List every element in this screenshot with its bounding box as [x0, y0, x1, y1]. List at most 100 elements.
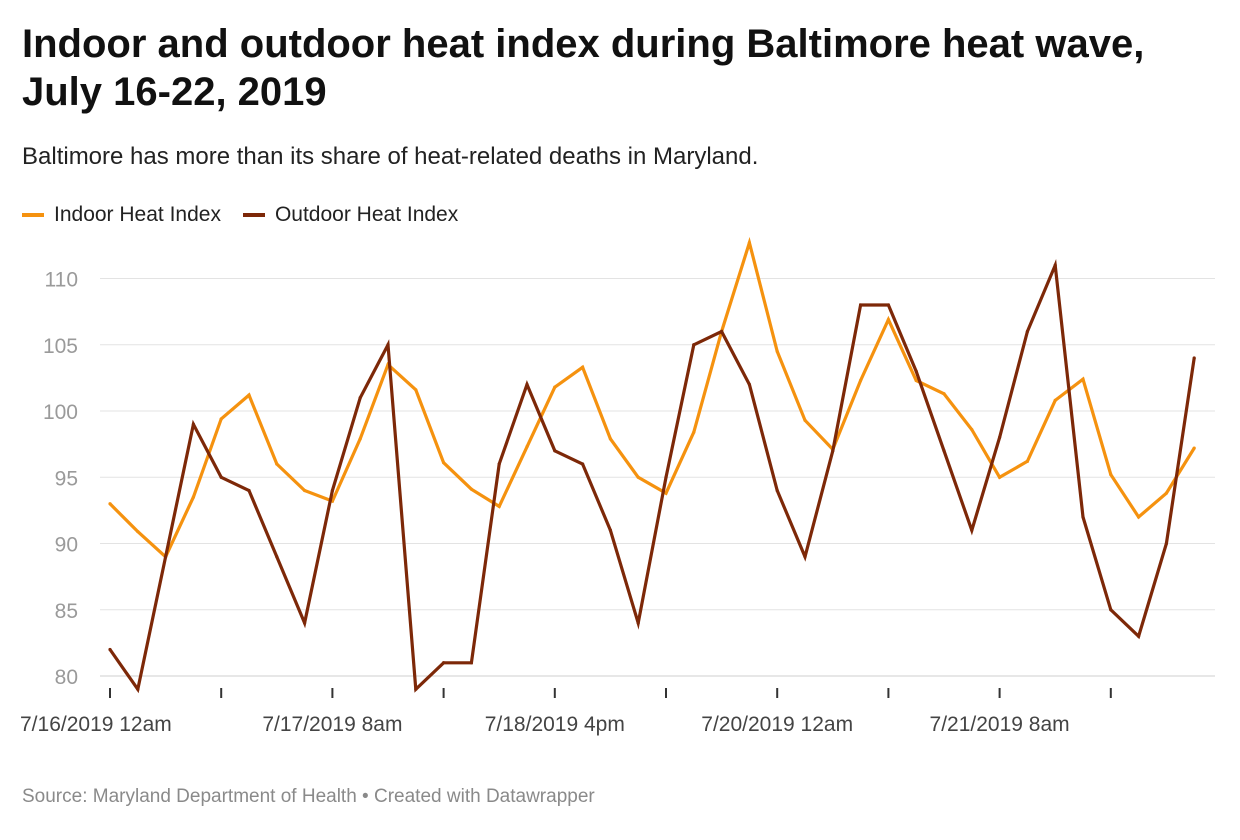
indoor-data-point: [886, 317, 891, 322]
outdoor-data-point: [108, 647, 112, 652]
x-tick-label: 7/16/2019 12am: [20, 713, 172, 736]
indoor-data-point: [1053, 398, 1057, 402]
credit-text: Created with Datawrapper: [374, 786, 595, 807]
indoor-data-point: [914, 378, 918, 383]
indoor-data-point: [692, 430, 696, 434]
x-axis: 7/16/2019 12am 7/17/2019 8am 7/18/2019 4pm…: [20, 688, 1112, 736]
indoor-data-point: [219, 417, 223, 421]
y-axis: 80 85 90 95 100 105 110: [43, 269, 78, 690]
outdoor-data-point: [970, 528, 974, 532]
x-tick-label: 7/21/2019 8am: [930, 713, 1070, 736]
indoor-data-point: [136, 529, 140, 534]
x-tick-label: 7/17/2019 8am: [262, 713, 402, 736]
outdoor-data-point: [942, 449, 946, 453]
outdoor-data-point: [497, 462, 501, 466]
indoor-data-point: [1025, 459, 1029, 463]
outdoor-data-point: [442, 661, 446, 665]
outdoor-data-point: [803, 555, 807, 559]
outdoor-data-point: [636, 621, 640, 625]
indoor-data-point: [1192, 446, 1196, 450]
outdoor-data-point: [330, 488, 334, 493]
indoor-data-point: [497, 504, 501, 508]
outdoor-data-point: [998, 435, 1002, 440]
outdoor-data-point: [164, 555, 168, 559]
outdoor-data-point: [247, 488, 251, 493]
source-text: Source: Maryland Department of Health: [22, 786, 357, 807]
outdoor-data-point: [720, 329, 724, 334]
outdoor-data-point: [1081, 515, 1085, 519]
indoor-data-point: [525, 445, 529, 449]
y-tick-label: 110: [45, 269, 78, 292]
y-tick-label: 100: [43, 401, 78, 424]
outdoor-data-point: [1137, 634, 1141, 638]
indoor-data-point: [636, 475, 640, 479]
outdoor-data-point: [1025, 329, 1029, 334]
outdoor-data-point: [414, 687, 418, 691]
outdoor-data-point: [886, 303, 891, 307]
y-tick-label: 95: [55, 467, 78, 490]
outdoor-data-point: [191, 422, 195, 426]
indoor-data-point: [1164, 491, 1168, 495]
indoor-data-point: [247, 393, 251, 397]
footer-separator: •: [356, 786, 374, 807]
legend-item-outdoor: Outdoor Heat Index: [242, 203, 459, 227]
indoor-data-point: [1109, 473, 1113, 477]
indoor-data-point: [998, 475, 1002, 479]
y-tick-label: 105: [43, 335, 78, 358]
indoor-data-point: [469, 487, 473, 491]
gridlines: [100, 278, 1215, 677]
indoor-data-point: [747, 241, 752, 245]
series-lines: [108, 236, 1196, 694]
indoor-data-point: [1081, 377, 1085, 381]
y-tick-label: 85: [55, 600, 78, 623]
outdoor-data-point: [747, 382, 752, 387]
indoor-data-point: [608, 437, 613, 441]
outdoor-data-point: [525, 382, 529, 387]
indoor-data-point: [358, 437, 362, 441]
outdoor-data-point: [219, 475, 223, 479]
indoor-data-point: [191, 495, 195, 499]
outdoor-data-point: [1164, 541, 1168, 546]
outdoor-data-point: [608, 528, 613, 532]
legend-label-outdoor: Outdoor Heat Index: [274, 203, 459, 226]
indoor-heat-index-line: [108, 236, 1196, 560]
legend-label-indoor: Indoor Heat Index: [54, 203, 221, 226]
indoor-data-point: [108, 502, 112, 506]
legend: Indoor Heat Index Outdoor Heat Index: [22, 203, 480, 227]
outdoor-data-point: [1053, 263, 1057, 267]
indoor-data-point: [859, 378, 863, 383]
chart-subtitle: Baltimore has more than its share of hea…: [22, 143, 759, 170]
legend-swatch-outdoor: [242, 213, 265, 217]
outdoor-data-point: [1109, 608, 1113, 612]
outdoor-data-point: [469, 661, 473, 665]
indoor-data-point: [1137, 515, 1141, 519]
outdoor-data-point: [775, 488, 779, 493]
outdoor-data-point: [859, 303, 863, 307]
indoor-data-point: [442, 461, 446, 465]
indoor-data-point: [775, 349, 779, 353]
indoor-data-point: [303, 488, 307, 493]
y-tick-label: 80: [55, 666, 78, 689]
legend-swatch-indoor: [22, 213, 44, 217]
outdoor-data-point: [914, 369, 918, 373]
outdoor-data-point: [1192, 356, 1196, 360]
outdoor-data-point: [303, 621, 307, 625]
outdoor-data-point: [831, 449, 835, 453]
outdoor-data-point: [386, 343, 390, 347]
outdoor-data-point: [358, 396, 362, 400]
indoor-data-point: [970, 427, 974, 432]
indoor-data-point: [414, 388, 418, 392]
y-tick-label: 90: [55, 534, 78, 557]
indoor-data-point: [942, 392, 946, 396]
outdoor-data-point: [692, 343, 696, 347]
chart-title: Indoor and outdoor heat index during Bal…: [22, 22, 1145, 114]
outdoor-data-point: [275, 555, 279, 559]
legend-item-indoor: Indoor Heat Index: [22, 203, 221, 227]
outdoor-data-point: [136, 687, 140, 691]
line-chart: 80 85 90 95 100 105 110 7/16/2019 12am 7/17/201…: [20, 236, 1215, 736]
outdoor-heat-index-line: [108, 258, 1196, 694]
x-tick-label: 7/18/2019 4pm: [485, 713, 625, 736]
outdoor-data-point: [553, 449, 557, 453]
indoor-data-point: [803, 418, 807, 422]
indoor-data-point: [581, 365, 585, 369]
